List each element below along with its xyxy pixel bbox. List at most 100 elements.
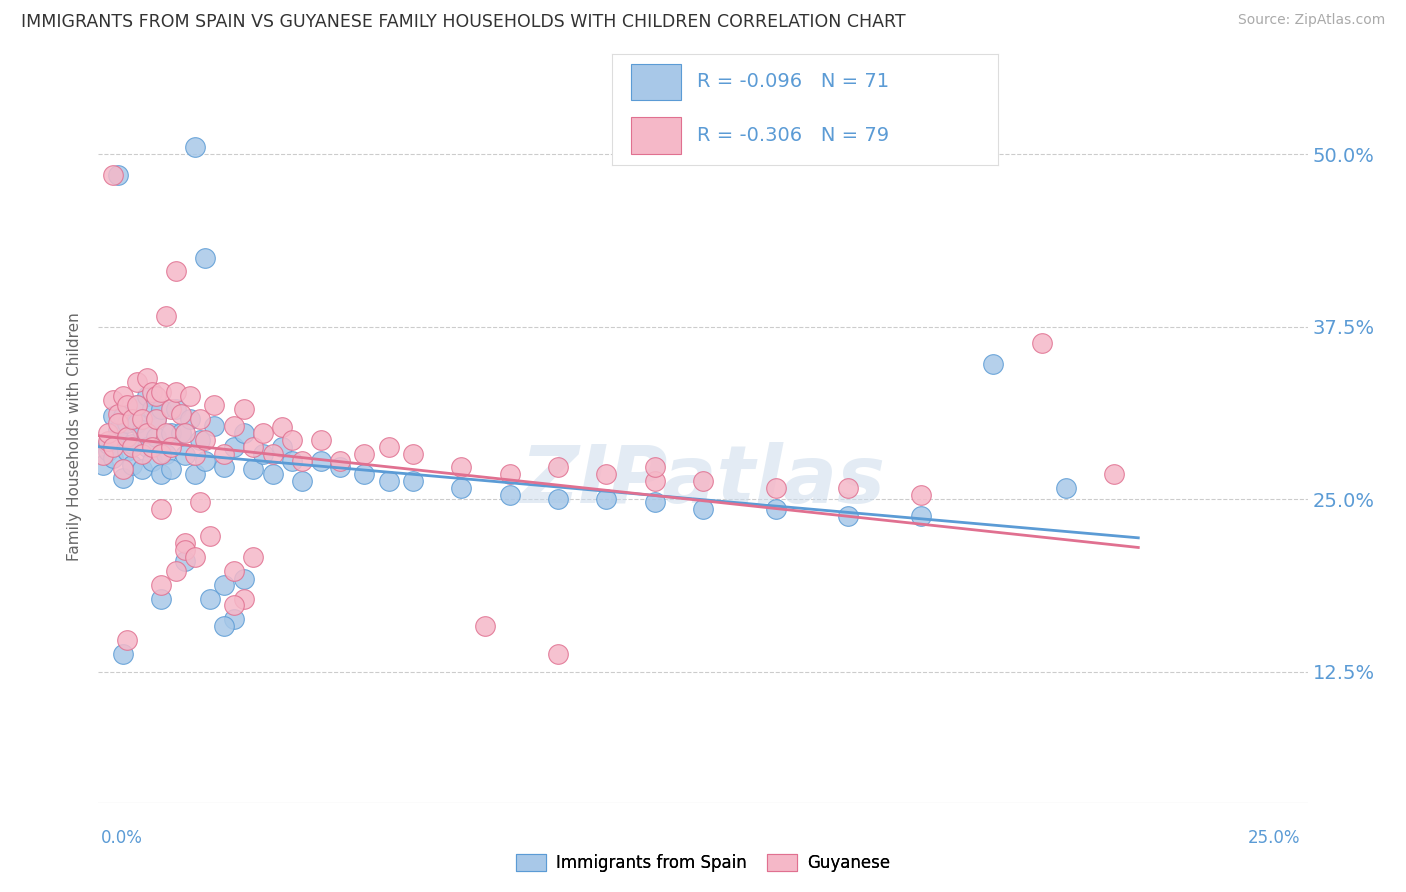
Point <box>212 619 235 633</box>
Point <box>111 462 134 476</box>
Point <box>910 508 932 523</box>
Point <box>107 430 129 444</box>
Point <box>377 440 399 454</box>
Point <box>1031 336 1053 351</box>
Point <box>692 475 714 489</box>
Point <box>141 402 163 417</box>
Point <box>135 389 157 403</box>
Point <box>765 481 787 495</box>
Point <box>837 481 859 495</box>
Point <box>402 475 425 489</box>
Point <box>271 440 294 454</box>
Point <box>107 423 129 437</box>
Point <box>204 419 226 434</box>
Point <box>174 425 197 440</box>
Point <box>127 398 149 412</box>
Point <box>97 425 120 440</box>
Point <box>595 467 617 482</box>
Point <box>150 501 173 516</box>
Point <box>198 529 221 543</box>
Point <box>474 619 496 633</box>
Point <box>107 417 129 431</box>
Point <box>402 447 425 461</box>
Point <box>981 357 1004 371</box>
Text: ZIPatlas: ZIPatlas <box>520 442 886 520</box>
Point <box>290 453 312 467</box>
Point <box>131 462 153 476</box>
Point <box>547 460 569 475</box>
Point <box>101 168 124 182</box>
Point <box>309 433 332 447</box>
Text: R = -0.096   N = 71: R = -0.096 N = 71 <box>697 72 889 92</box>
Point <box>212 447 235 461</box>
Point <box>262 447 284 461</box>
Point <box>145 412 167 426</box>
Point <box>107 407 129 421</box>
Point <box>547 647 569 661</box>
Point <box>232 402 254 417</box>
Point <box>165 264 187 278</box>
Point <box>1054 481 1077 495</box>
Point <box>160 440 183 454</box>
FancyBboxPatch shape <box>631 63 682 101</box>
Point <box>547 492 569 507</box>
Point <box>174 536 197 550</box>
Point <box>242 550 264 565</box>
Point <box>212 460 235 475</box>
Point <box>135 425 157 440</box>
Point <box>174 543 197 558</box>
Point <box>150 578 173 592</box>
Point <box>141 384 163 399</box>
Point <box>141 453 163 467</box>
Point <box>97 437 120 451</box>
Point <box>174 554 197 568</box>
Point <box>194 453 217 467</box>
Point <box>135 370 157 384</box>
Point <box>290 475 312 489</box>
Point <box>117 398 139 412</box>
Point <box>232 591 254 606</box>
Point <box>155 309 177 323</box>
Text: Source: ZipAtlas.com: Source: ZipAtlas.com <box>1237 13 1385 28</box>
Point <box>174 448 197 462</box>
Text: 0.0%: 0.0% <box>101 829 143 847</box>
Point <box>644 495 666 509</box>
Point <box>135 440 157 454</box>
Point <box>155 425 177 440</box>
Point <box>160 425 183 440</box>
Point <box>169 425 191 440</box>
Point <box>232 572 254 586</box>
Point <box>184 448 207 462</box>
Point <box>179 412 201 426</box>
Point <box>141 440 163 454</box>
Point <box>145 430 167 444</box>
Point <box>165 384 187 399</box>
Point <box>498 467 520 482</box>
Point <box>252 425 274 440</box>
Point <box>101 392 124 407</box>
Point <box>188 412 211 426</box>
Point <box>150 447 173 461</box>
Point <box>131 412 153 426</box>
Point <box>91 458 114 472</box>
Point <box>329 453 352 467</box>
Point <box>644 475 666 489</box>
Point <box>160 402 183 417</box>
Point <box>117 417 139 431</box>
Text: R = -0.306   N = 79: R = -0.306 N = 79 <box>697 126 889 145</box>
Point <box>377 475 399 489</box>
Point <box>111 389 134 403</box>
Point <box>281 453 304 467</box>
Point <box>644 460 666 475</box>
Point <box>145 412 167 426</box>
Point <box>222 440 245 454</box>
Point <box>111 647 134 661</box>
Legend: Immigrants from Spain, Guyanese: Immigrants from Spain, Guyanese <box>509 847 897 879</box>
Point <box>837 508 859 523</box>
Point <box>107 168 129 182</box>
Point <box>111 471 134 485</box>
Point <box>1102 467 1125 482</box>
Point <box>194 433 217 447</box>
Point <box>222 419 245 434</box>
Point <box>111 409 134 424</box>
